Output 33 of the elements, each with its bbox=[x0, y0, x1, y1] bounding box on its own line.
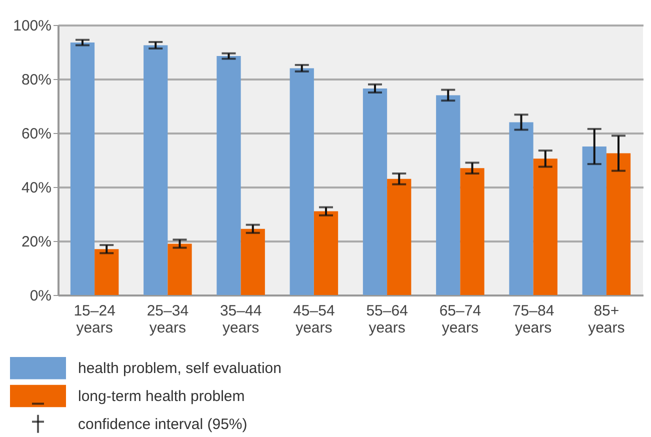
bar bbox=[436, 95, 460, 295]
y-tick-label: 0% bbox=[30, 288, 52, 304]
x-tick-label: 35–44 years bbox=[220, 302, 262, 336]
bar bbox=[216, 56, 241, 295]
bar bbox=[387, 178, 412, 295]
bar bbox=[533, 158, 558, 295]
bar bbox=[460, 168, 484, 295]
bar bbox=[582, 146, 606, 295]
bar bbox=[509, 122, 534, 295]
bar bbox=[168, 244, 192, 295]
x-tick-label: 65–74 years bbox=[439, 302, 482, 336]
x-tick-label: 75–84 years bbox=[512, 302, 554, 336]
bar bbox=[290, 68, 314, 295]
bar bbox=[70, 42, 95, 295]
bar bbox=[94, 249, 119, 295]
legend-label: health problem, self evaluation bbox=[78, 360, 282, 378]
x-tick-label: 55–64 years bbox=[366, 302, 408, 336]
x-tick-label: 45–54 years bbox=[293, 302, 335, 336]
bar bbox=[362, 88, 388, 295]
y-tick-label: 80% bbox=[21, 72, 52, 88]
x-tick-label: 25–34 years bbox=[146, 302, 189, 336]
bar bbox=[144, 45, 168, 295]
y-tick-label: 20% bbox=[21, 234, 52, 250]
x-tick-label: 15–24 years bbox=[74, 302, 116, 336]
bar bbox=[606, 153, 631, 295]
y-tick-label: 40% bbox=[21, 180, 52, 196]
y-tick-label: 60% bbox=[21, 126, 52, 142]
x-tick-label: 85+ years bbox=[588, 302, 625, 336]
bar bbox=[240, 228, 265, 295]
legend-label: long-term health problem bbox=[78, 388, 245, 405]
text: confidence interval (95%) bbox=[78, 416, 248, 433]
y-tick-label: 100% bbox=[13, 18, 52, 34]
bar bbox=[314, 211, 338, 295]
